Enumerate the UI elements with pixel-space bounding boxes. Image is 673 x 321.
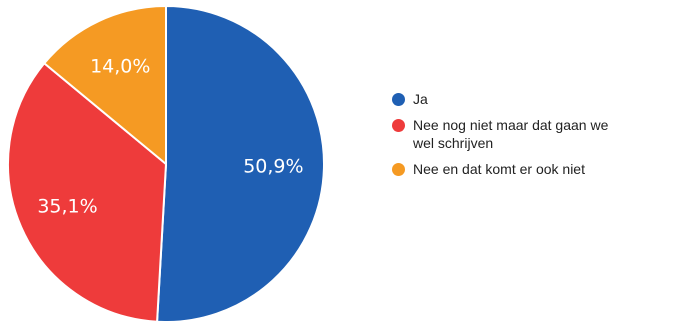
legend-item-ja: Ja [392, 90, 662, 108]
pie-slice-ja [156, 4, 326, 321]
pie-chart: 50,9% 35,1% 14,0% [7, 4, 326, 321]
legend-item-nee-en-dat: Nee en dat komt er ook niet [392, 160, 662, 178]
legend: Ja Nee nog niet maar dat gaan we wel sch… [392, 90, 662, 186]
pie-slice-nee-nog-niet [7, 61, 168, 321]
slice-label-nee-en-dat: 14,0% [90, 55, 150, 77]
legend-swatch-nee-en-dat [392, 163, 405, 176]
legend-swatch-nee-nog-niet [392, 119, 405, 132]
legend-label: Nee en dat komt er ook niet [413, 161, 585, 177]
pie-slice-nee-en-dat [42, 4, 167, 167]
legend-label: Nee nog niet maar dat gaan we wel schrij… [413, 117, 609, 151]
legend-item-nee-nog-niet: Nee nog niet maar dat gaan we wel schrij… [392, 116, 662, 152]
slice-label-nee-nog-niet: 35,1% [37, 195, 97, 217]
slice-label-ja: 50,9% [243, 156, 303, 178]
legend-swatch-ja [392, 93, 405, 106]
legend-label: Ja [413, 91, 428, 107]
